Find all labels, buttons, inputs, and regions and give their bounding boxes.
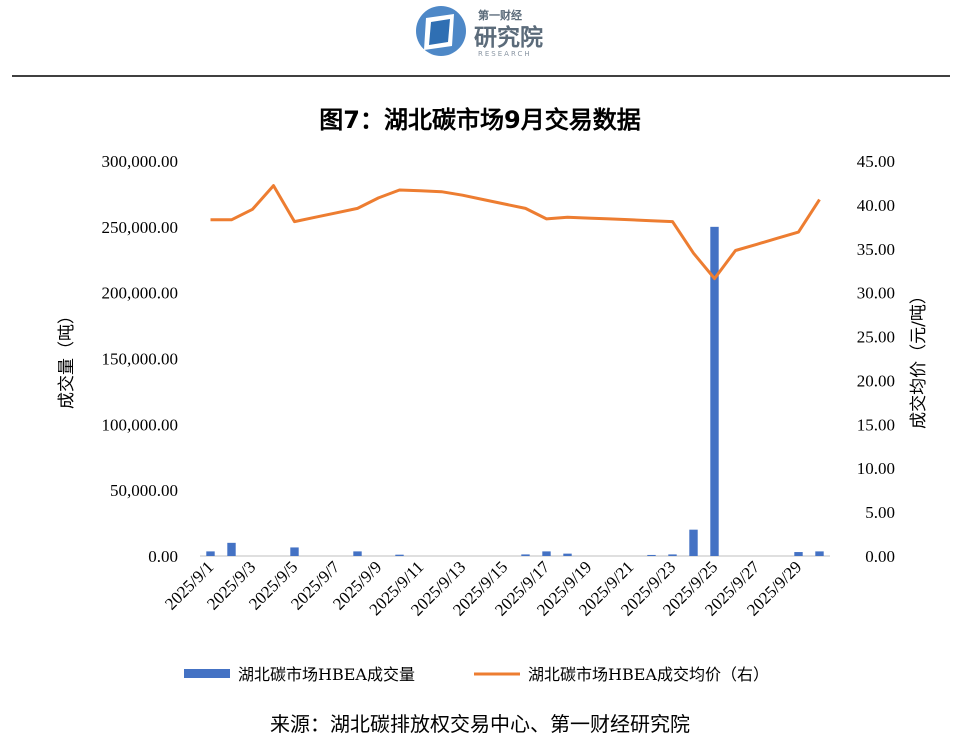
volume-bars <box>206 226 824 557</box>
volume-bar <box>710 226 719 557</box>
logo-main-text: 研究院 <box>474 24 543 51</box>
volume-bar <box>227 542 236 556</box>
y-left-tick-label: 50,000.00 <box>110 481 178 500</box>
y-right-tick-label: 10.00 <box>857 459 895 478</box>
y-left-tick-label: 250,000.00 <box>102 218 179 237</box>
legend-swatch-volume <box>184 669 230 678</box>
volume-bar <box>563 553 572 556</box>
legend-label-price: 湖北碳市场HBEA成交均价（右） <box>528 665 769 684</box>
volume-bar <box>668 554 677 556</box>
y-axis-right-label: 成交均价（元/吨） <box>909 287 929 429</box>
y-axis-right-ticks: 0.00 5.00 10.00 15.00 20.00 25.00 30.00 35.00 40… <box>857 152 895 566</box>
y-left-tick-label: 0.00 <box>148 547 178 566</box>
volume-bar <box>206 551 215 556</box>
volume-bar <box>542 551 551 556</box>
source-note: 来源：湖北碳排放权交易中心、第一财经研究院 <box>270 712 690 736</box>
price-line-layer <box>210 184 821 281</box>
y-right-tick-label: 25.00 <box>857 328 895 347</box>
y-left-tick-label: 300,000.00 <box>102 152 179 171</box>
volume-bar <box>647 554 656 556</box>
volume-bar <box>521 554 530 556</box>
legend-label-volume: 湖北碳市场HBEA成交量 <box>238 665 415 684</box>
y-right-tick-label: 15.00 <box>857 415 895 434</box>
y-right-tick-label: 35.00 <box>857 240 895 259</box>
chart-title: 图7：湖北碳市场9月交易数据 <box>319 106 640 134</box>
volume-bar <box>290 547 299 556</box>
research-logo: 第一财经 研究院 RESEARCH <box>416 6 543 58</box>
volume-bar <box>395 554 404 556</box>
logo-en-text: RESEARCH <box>478 50 532 58</box>
y-right-tick-label: 20.00 <box>857 371 895 390</box>
y-right-tick-label: 40.00 <box>857 196 895 215</box>
volume-bar <box>815 551 824 556</box>
y-left-tick-label: 100,000.00 <box>102 415 179 434</box>
y-axis-left-label: 成交量（吨） <box>57 307 77 409</box>
y-left-tick-label: 150,000.00 <box>102 350 179 369</box>
logo-small-text: 第一财经 <box>478 8 522 22</box>
y-axis-left-ticks: 0.00 50,000.00 100,000.00 150,000.00 200,000… <box>102 152 179 566</box>
y-right-tick-label: 45.00 <box>857 152 895 171</box>
price-line <box>210 184 821 281</box>
volume-bar <box>794 552 803 556</box>
legend: 湖北碳市场HBEA成交量 湖北碳市场HBEA成交均价（右） <box>184 665 769 684</box>
y-right-tick-label: 0.00 <box>865 547 895 566</box>
y-left-tick-label: 200,000.00 <box>102 284 179 303</box>
volume-bar <box>353 551 362 556</box>
logo-mark-icon <box>416 6 466 56</box>
y-right-tick-label: 30.00 <box>857 284 895 303</box>
volume-bar <box>689 529 698 556</box>
x-axis-ticks: 2025/9/12025/9/32025/9/52025/9/72025/9/9… <box>161 557 805 620</box>
y-right-tick-label: 5.00 <box>865 503 895 522</box>
